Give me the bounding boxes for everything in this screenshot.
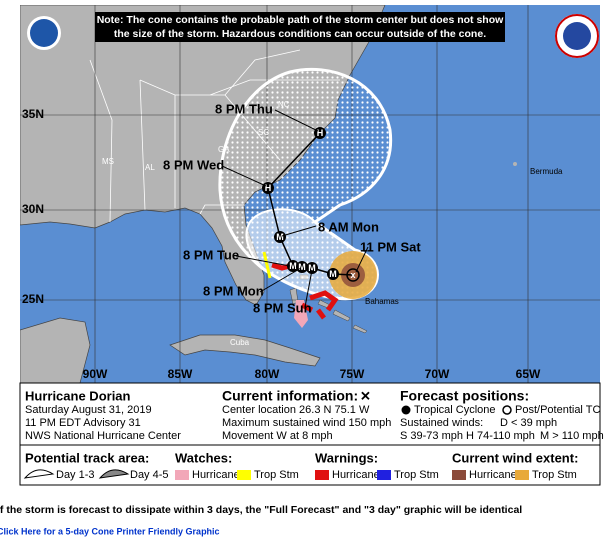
- marker-letter: M: [298, 262, 306, 272]
- forecast-ptc: Post/Potential TC: [515, 404, 600, 416]
- nws-logo: [555, 14, 599, 58]
- current-symbol: ✕: [360, 388, 371, 403]
- marker-letter: M: [276, 232, 284, 242]
- track-label: 11 PM Sat: [360, 239, 421, 254]
- forecast-tc: Tropical Cyclone: [414, 404, 496, 416]
- warning-hurricane: [271, 262, 339, 320]
- track-label: 8 PM Wed: [163, 157, 224, 172]
- note-box: [95, 12, 505, 42]
- warnings-title: Warnings:: [315, 450, 378, 465]
- watch-ts: Trop Stm: [254, 469, 299, 481]
- note: Note: The cone contains the probable pat…: [97, 14, 504, 26]
- forecast-title: Forecast positions:: [400, 388, 529, 404]
- leader-lines: [221, 109, 369, 308]
- current-info: Movement W at 8 mph: [222, 430, 333, 442]
- marker-letter: H: [317, 128, 324, 138]
- storm-info: NWS National Hurricane Center: [25, 430, 181, 442]
- lat-label: 25N: [22, 292, 44, 306]
- warn-ts-swatch: [377, 470, 391, 480]
- place-label: MS: [102, 157, 114, 166]
- current-info: Maximum sustained wind 150 mph: [222, 417, 391, 429]
- warn-ts: Trop Stm: [394, 469, 439, 481]
- marker-letter: M: [308, 263, 316, 273]
- lat-label: 35N: [22, 107, 44, 121]
- warn-hurr-swatch: [315, 470, 329, 480]
- marker-dot: [274, 231, 286, 243]
- note: the size of the storm. Hazardous conditi…: [114, 28, 486, 40]
- place-label: AL: [145, 163, 155, 172]
- storm-info: 11 PM EDT Advisory 31: [25, 417, 141, 429]
- lon-label: 70W: [425, 367, 450, 381]
- winds-d: D < 39 mph: [500, 417, 557, 429]
- lon-label: 85W: [168, 367, 193, 381]
- warn-hurr: Hurricane: [332, 469, 380, 481]
- marker-dot: [346, 268, 360, 282]
- track-label: 8 PM Thu: [215, 101, 273, 116]
- track-label: 8 PM Sun: [253, 300, 312, 315]
- watch-trop-stm: [262, 251, 272, 279]
- bermuda: [513, 162, 517, 166]
- land-cuba: [169, 334, 321, 367]
- storm-info: Saturday August 31, 2019: [25, 404, 152, 416]
- noaa-logo: [27, 16, 61, 50]
- winds-label: Sustained winds:: [400, 417, 483, 429]
- track-area-title: Potential track area:: [25, 450, 149, 465]
- ptc-symbol: [502, 405, 512, 415]
- watch-hurr-swatch: [175, 470, 189, 480]
- place-label: Bermuda: [530, 167, 563, 176]
- watch-hurr: Hurricane: [192, 469, 240, 481]
- marker-letter: M: [329, 269, 337, 279]
- wind-ts-swatch: [515, 470, 529, 480]
- marker-letter: H: [265, 183, 272, 193]
- track-label: 8 PM Mon: [203, 283, 264, 298]
- marker-dot: [306, 262, 318, 274]
- winds-s: S 39-73 mph: [400, 430, 463, 442]
- place-label: NC: [278, 100, 290, 109]
- printer-link[interactable]: Click Here for a 5-day Cone Printer Frie…: [0, 526, 220, 536]
- current-title: Current information:: [222, 388, 358, 404]
- footer-note: If the storm is forecast to dissipate wi…: [0, 504, 522, 516]
- winds-h: H 74-110 mph: [466, 430, 535, 442]
- marker-dot: [327, 268, 339, 280]
- marker-letter: M: [289, 261, 297, 271]
- wind-title: Current wind extent:: [452, 450, 578, 465]
- lon-label: 80W: [255, 367, 280, 381]
- land-yucatan: [20, 317, 91, 383]
- place-label: SC: [258, 128, 269, 137]
- place-label: Bahamas: [365, 297, 399, 306]
- marker-letter: x: [350, 270, 355, 280]
- wind-hurr: Hurricane: [469, 469, 517, 481]
- lon-label: 75W: [340, 367, 365, 381]
- place-label: GA: [218, 145, 230, 154]
- winds-m: M > 110 mph: [540, 430, 604, 442]
- place-label: Cuba: [230, 338, 250, 347]
- tc-symbol: [401, 405, 411, 415]
- watch-ts-swatch: [237, 470, 251, 480]
- day45: Day 4-5: [130, 469, 169, 481]
- day13-icon: [23, 469, 55, 479]
- wind-hurr-swatch: [452, 470, 466, 480]
- watches-title: Watches:: [175, 450, 232, 465]
- legend: [19, 382, 601, 486]
- lon-label: 65W: [516, 367, 541, 381]
- day13: Day 1-3: [56, 469, 95, 481]
- track-label: 8 AM Mon: [318, 219, 379, 234]
- track-label: 8 PM Tue: [183, 247, 239, 262]
- state-lines: [89, 49, 340, 223]
- lat-label: 30N: [22, 202, 44, 216]
- lon-label: 90W: [83, 367, 108, 381]
- storm-name: Hurricane Dorian: [25, 388, 131, 403]
- current-info: Center location 26.3 N 75.1 W: [222, 404, 370, 416]
- day45-icon: [98, 469, 130, 479]
- wind-ts: Trop Stm: [532, 469, 577, 481]
